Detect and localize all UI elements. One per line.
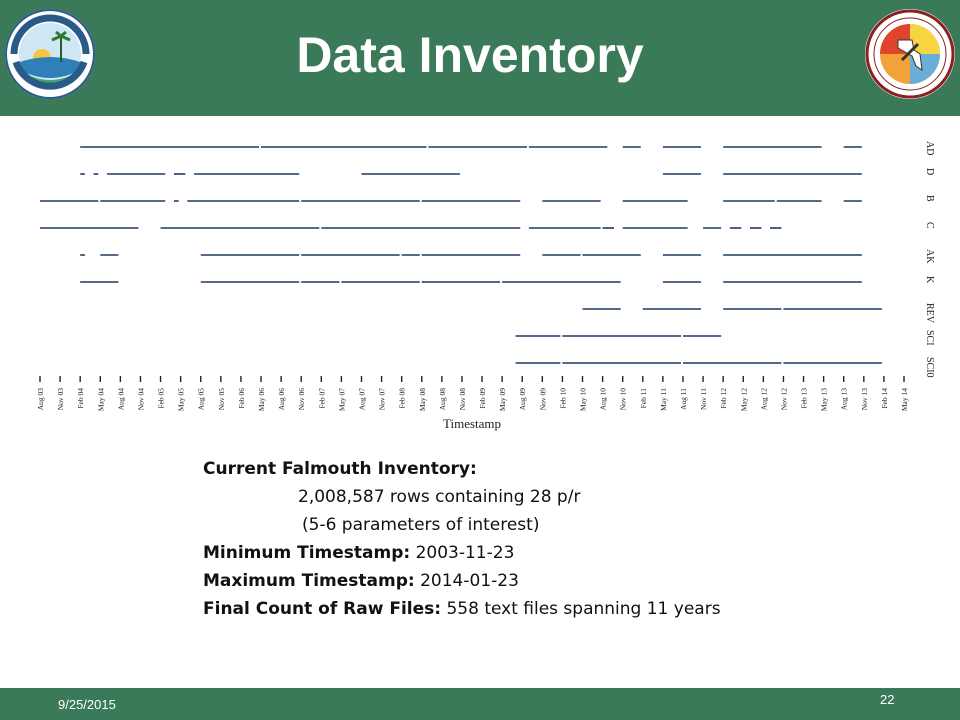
minimum-timestamp-line: Minimum Timestamp: 2003-11-23 <box>203 539 903 567</box>
x-tick-label: May 12 <box>739 388 748 411</box>
series-label-sci: SCI <box>924 330 935 346</box>
slide-number: 22 <box>880 692 895 707</box>
maximum-timestamp-label: Maximum Timestamp: <box>203 571 415 591</box>
x-tick-label: Aug 07 <box>357 388 366 411</box>
x-tick-label: May 04 <box>96 388 105 411</box>
series-label-ak: AK <box>924 249 935 264</box>
x-tick-label: Aug 05 <box>197 388 206 411</box>
x-tick-label: Feb 13 <box>800 388 809 409</box>
series-label-ad: AD <box>924 141 935 155</box>
x-tick-label: May 06 <box>257 388 266 411</box>
x-tick-label: Nov 06 <box>297 388 306 411</box>
minimum-timestamp-value: 2003-11-23 <box>410 543 515 563</box>
x-tick-label: Aug 03 <box>36 388 45 411</box>
maximum-timestamp-line: Maximum Timestamp: 2014-01-23 <box>203 567 903 595</box>
x-tick-label: Nov 11 <box>699 388 708 410</box>
x-tick-label: Nov 08 <box>458 388 467 411</box>
footer-date: 9/25/2015 <box>58 697 116 712</box>
x-tick-label: Feb 07 <box>317 388 326 409</box>
raw-files-label: Final Count of Raw Files: <box>203 599 442 619</box>
x-tick-label: Nov 03 <box>56 388 65 411</box>
x-tick-label: Feb 04 <box>76 388 85 409</box>
data-inventory-timeline-chart: AD D B C AK K REV SCI SCI0 Aug 03 Nov 03 Feb 04 May… <box>36 141 935 431</box>
x-tick-label: May 07 <box>337 388 346 411</box>
maximum-timestamp-value: 2014-01-23 <box>414 571 519 591</box>
series-label-k: K <box>924 276 935 284</box>
x-tick-label: Aug 08 <box>438 388 447 411</box>
minimum-timestamp-label: Minimum Timestamp: <box>203 543 411 563</box>
x-tick-label: Feb 12 <box>719 388 728 409</box>
x-tick-label: Feb 05 <box>157 388 166 409</box>
x-tick-label: Nov 05 <box>217 388 226 411</box>
inventory-summary: Current Falmouth Inventory: 2,008,587 ro… <box>203 455 903 623</box>
slide-title: Data Inventory <box>296 27 644 83</box>
raw-files-value: 558 text files spanning 11 years <box>441 599 721 619</box>
x-tick-label: Feb 06 <box>237 388 246 409</box>
series-label-d: D <box>924 168 935 175</box>
x-tick-label: Aug 10 <box>599 388 608 411</box>
x-axis-title: Timestamp <box>443 416 501 431</box>
x-tick-label: Nov 04 <box>136 388 145 411</box>
x-tick-label: Aug 06 <box>277 388 286 411</box>
x-tick-label: May 11 <box>659 388 668 411</box>
parameters-note: (5-6 parameters of interest) <box>302 515 540 535</box>
florida-dep-logo <box>5 9 95 99</box>
series-labels: AD D B C AK K REV SCI SCI0 <box>924 141 935 378</box>
footer-bar: 9/25/2015 22 <box>0 688 960 720</box>
x-tick-label: May 09 <box>498 388 507 411</box>
rows-count: 2,008,587 rows containing 28 p/r <box>298 487 581 507</box>
x-tick-label: Feb 09 <box>478 388 487 409</box>
x-tick-label: May 14 <box>900 388 909 411</box>
x-tick-label: Feb 14 <box>880 388 889 409</box>
series-label-b: B <box>924 195 935 202</box>
series-label-c: C <box>924 222 935 229</box>
title-banner: Data Inventory <box>0 0 960 116</box>
x-tick-label: Feb 08 <box>398 388 407 409</box>
x-tick-label: Aug 09 <box>518 388 527 411</box>
x-tick-label: May 08 <box>418 388 427 411</box>
x-tick-label: Nov 07 <box>378 388 387 411</box>
series-label-rev: REV <box>924 303 935 324</box>
x-tick-label: Feb 11 <box>639 388 648 409</box>
x-tick-label: May 05 <box>177 388 186 411</box>
x-tick-label: Nov 10 <box>619 388 628 411</box>
x-tick-label: Aug 04 <box>116 388 125 411</box>
x-tick-label: Aug 11 <box>679 388 688 410</box>
raw-files-line: Final Count of Raw Files: 558 text files… <box>203 595 903 623</box>
x-tick-label: May 10 <box>579 388 588 411</box>
x-tick-label: Nov 13 <box>860 388 869 411</box>
x-tick-label: Nov 12 <box>779 388 788 411</box>
series-bars <box>40 146 882 364</box>
summary-heading-line: Current Falmouth Inventory: <box>203 455 903 483</box>
x-tick-label: May 13 <box>820 388 829 411</box>
x-tick-label: Nov 09 <box>538 388 547 411</box>
florida-geological-survey-logo <box>865 9 955 99</box>
x-tick-label: Aug 13 <box>840 388 849 411</box>
x-axis-ticks: Aug 03 Nov 03 Feb 04 May 04 Aug 04 Nov 04 Feb … <box>36 376 909 411</box>
x-tick-label: Feb 10 <box>558 388 567 409</box>
x-tick-label: Aug 12 <box>759 388 768 411</box>
summary-heading: Current Falmouth Inventory: <box>203 459 477 479</box>
series-label-sci0: SCI0 <box>924 357 935 378</box>
